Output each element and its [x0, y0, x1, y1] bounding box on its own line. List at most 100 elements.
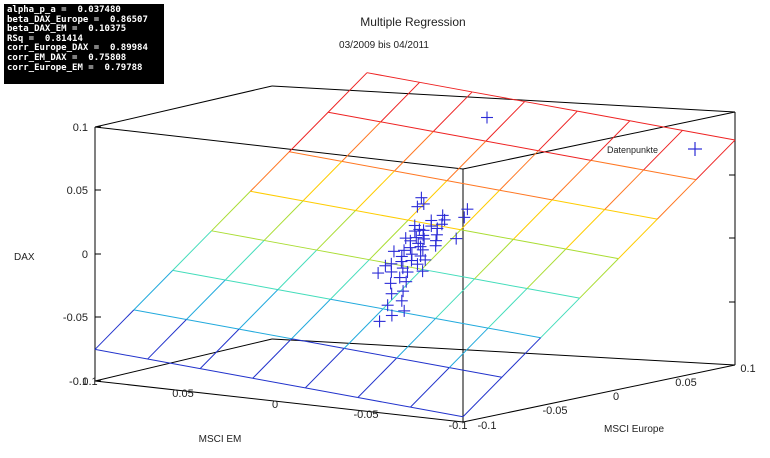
plane-grid-line [199, 328, 240, 370]
plane-grid-line [133, 309, 187, 320]
plane-grid-line [316, 249, 370, 261]
plane-grid-line [604, 169, 644, 210]
data-point [411, 200, 424, 213]
plane-grid-line [513, 238, 566, 250]
data-point [458, 211, 471, 224]
data-point [419, 253, 432, 266]
plane-grid-line [460, 189, 500, 231]
data-point [415, 191, 428, 204]
stat-corr-em-dax: corr_EM_DAX = 0.75808 [7, 52, 127, 63]
plane-grid-line [487, 288, 528, 329]
plane-grid-line [291, 338, 345, 349]
box-edge [94, 380, 464, 423]
plane-grid-line [357, 397, 411, 408]
plane-grid-line [552, 199, 605, 210]
legend-marker [688, 142, 702, 156]
plane-grid-line [382, 268, 423, 310]
plane-grid-line [186, 319, 240, 330]
plane-grid-line [579, 258, 619, 299]
plane-grid-line [682, 129, 736, 141]
data-point [430, 228, 443, 241]
plane-grid-line [643, 130, 683, 171]
plane-grid-line [474, 239, 514, 280]
plane-grid-line [147, 319, 187, 360]
plane-grid-line [200, 368, 253, 379]
data-point [400, 275, 413, 288]
data-point [410, 231, 423, 244]
box-edge [94, 85, 273, 128]
plane-grid-line [250, 190, 304, 202]
data-point [385, 265, 398, 278]
plane-grid-line [341, 160, 395, 172]
plane-grid-line [499, 189, 553, 201]
data-point [399, 232, 412, 245]
legend-label: Datenpunkte [607, 145, 658, 155]
plane-grid-line [94, 309, 135, 350]
plane-grid-line [462, 376, 503, 418]
plane-grid-line [394, 131, 434, 172]
plane-grid-line [446, 140, 487, 181]
data-point [387, 245, 400, 258]
plane-grid-line [656, 179, 697, 220]
plane-grid-line [330, 298, 384, 310]
regression-stats-box: alpha_p_a = 0.037480 beta_DAX_Europe = 0… [4, 4, 164, 84]
chart-title: Multiple Regression [360, 15, 465, 29]
plane-grid-line [355, 210, 409, 221]
plane-grid-line [277, 249, 318, 290]
data-point [429, 239, 442, 252]
plane-grid-line [618, 218, 658, 259]
box-edge [94, 338, 273, 382]
plane-grid-line [327, 72, 368, 113]
plane-grid-line [446, 180, 500, 191]
plane-grid-line [302, 200, 356, 212]
plane-grid-line [252, 377, 306, 389]
stat-corr-europe-em: corr_Europe_EM = 0.79788 [7, 62, 143, 73]
y-tick-label: -0.1 [478, 420, 497, 432]
plane-grid-line [277, 289, 331, 300]
data-point [379, 259, 392, 272]
plane-grid-line [238, 328, 292, 340]
z-tick-label: -0.1 [69, 376, 88, 388]
x-tick-label: -0.1 [449, 420, 468, 432]
plane-grid-line [380, 121, 434, 132]
plane-grid-line [551, 159, 592, 201]
plane-grid-line [421, 268, 475, 280]
plane-grid-line [172, 230, 212, 271]
data-point [398, 244, 411, 257]
plane-grid-line [474, 278, 528, 290]
z-tick-label: 0.1 [73, 122, 88, 134]
plane-grid-line [133, 270, 174, 311]
plane-grid-line [538, 150, 592, 161]
plane-grid-line [341, 121, 382, 162]
plane-grid-line [577, 110, 630, 122]
box-edge [271, 338, 736, 366]
data-point [395, 255, 408, 268]
data-point [372, 267, 385, 280]
x-tick-label: 0.05 [172, 388, 193, 400]
plane-grid-line [289, 151, 342, 162]
plane-grid-line [330, 259, 370, 300]
plane-grid-line [357, 357, 398, 398]
box-edge [94, 126, 464, 170]
plane-grid-line [302, 161, 343, 202]
plane-grid-line [408, 219, 461, 231]
plane-grid-line [604, 208, 658, 220]
plane-grid-line [94, 348, 148, 360]
plane-grid-line [288, 111, 329, 153]
plane-grid-line [565, 209, 606, 250]
plane-grid-line [396, 357, 450, 369]
plane-grid-line [433, 130, 486, 142]
data-point [425, 214, 438, 227]
plane-grid-line [540, 297, 580, 339]
plane-grid-line [435, 317, 489, 329]
data-point [436, 209, 449, 222]
data-points [372, 111, 493, 328]
data-point [404, 241, 417, 254]
regression-plane [94, 72, 736, 418]
plane-grid-line [186, 279, 226, 320]
data-point [384, 277, 397, 290]
data-point [397, 285, 410, 298]
plane-grid-line [343, 308, 384, 349]
plane-grid-line [369, 259, 422, 270]
plane-grid-line [316, 210, 356, 251]
